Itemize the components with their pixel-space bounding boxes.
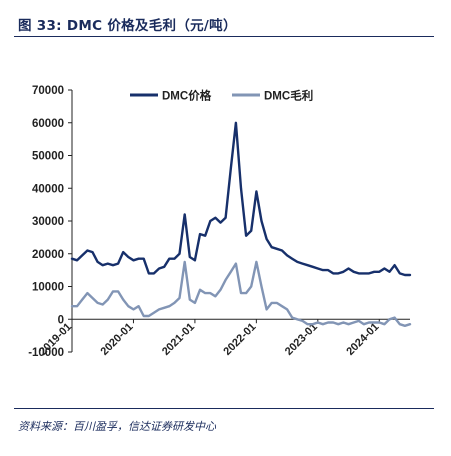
y-tick-label: 20000	[32, 249, 64, 261]
chart-series	[70, 121, 412, 327]
y-tick-label: 50000	[32, 151, 64, 163]
y-tick-label: 70000	[32, 85, 64, 97]
chart-area: -10000 0 10000 20000 30000 40000 50000 60000 700…	[0, 60, 451, 400]
series-line-dmc-margin	[70, 260, 412, 327]
y-tick-label: 60000	[32, 118, 64, 130]
y-tick-label: 30000	[32, 216, 64, 228]
source-note: 资料来源：百川盈孚，信达证券研发中心	[18, 420, 216, 433]
y-tick-label: 10000	[32, 282, 64, 294]
y-tick-label: -10000	[28, 347, 64, 359]
chart-legend: DMC价格 DMC毛利	[130, 89, 313, 103]
y-tick-label: 40000	[32, 183, 64, 195]
x-tick-label: 2023-01	[283, 321, 320, 358]
figure-title: 图 33: DMC 价格及毛利（元/吨）	[18, 18, 237, 34]
line-chart: -10000 0 10000 20000 30000 40000 50000 60000 700…	[28, 85, 412, 359]
figure-title-bar: 图 33: DMC 价格及毛利（元/吨）	[14, 10, 434, 37]
x-tick-label: 2020-01	[99, 321, 136, 358]
series-line-dmc-price	[70, 121, 412, 277]
legend-item-dmc-price-label: DMC价格	[162, 89, 212, 103]
x-tick-label: 2021-01	[160, 321, 197, 358]
x-tick-label: 2024-01	[344, 321, 381, 358]
legend-item-dmc-margin-label: DMC毛利	[264, 89, 313, 103]
x-tick-label: 2022-01	[221, 321, 258, 358]
y-tick-label: 0	[58, 314, 64, 326]
source-divider	[14, 408, 434, 409]
